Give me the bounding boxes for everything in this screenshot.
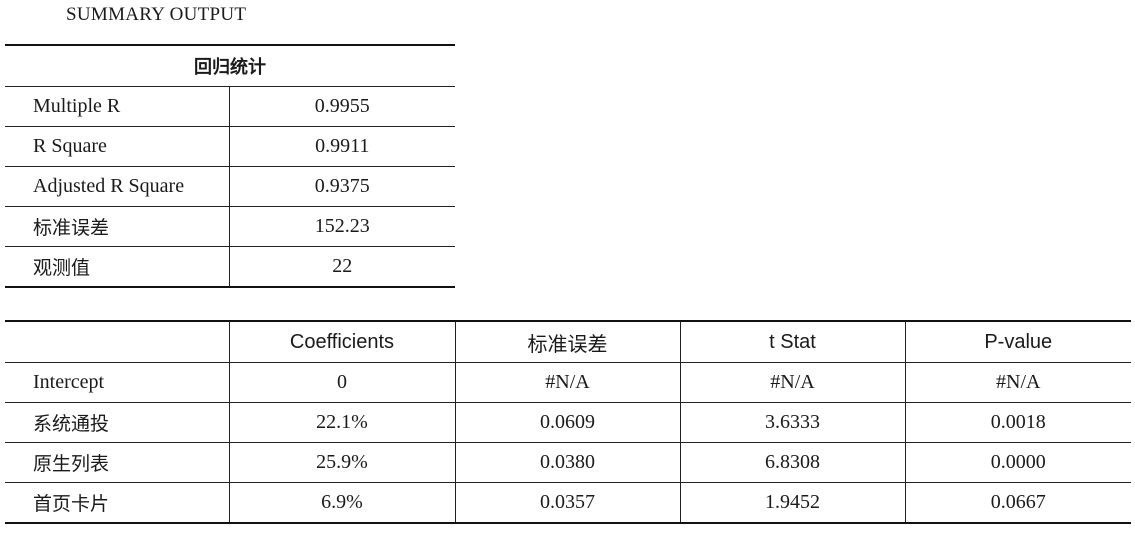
stat-label-observations: 观测值 xyxy=(5,246,230,288)
regression-statistics-table: 回归统计 Multiple R 0.9955 R Square 0.9911 A… xyxy=(5,44,455,288)
t-stat-cell: #N/A xyxy=(679,362,905,403)
stat-label-standard-error: 标准误差 xyxy=(5,206,230,247)
table-row: Adjusted R Square 0.9375 xyxy=(5,166,455,207)
stat-value-multiple-r: 0.9955 xyxy=(229,86,455,127)
row-label: 首页卡片 xyxy=(5,482,229,524)
table-row: 系统通投 22.1% 0.0609 3.6333 0.0018 xyxy=(5,402,1131,443)
coefficient-cell: 6.9% xyxy=(228,482,455,524)
regression-statistics-header-row: 回归统计 xyxy=(5,44,455,87)
header-cell-variable xyxy=(5,320,229,363)
row-label: 原生列表 xyxy=(5,442,229,483)
stat-value-r-square: 0.9911 xyxy=(229,126,455,167)
stat-label-adjusted-r-square: Adjusted R Square xyxy=(5,166,230,207)
table-row: Multiple R 0.9955 xyxy=(5,86,455,127)
coefficients-header-row: Coefficients 标准误差 t Stat P-value xyxy=(5,320,1131,363)
t-stat-cell: 1.9452 xyxy=(679,482,905,524)
stat-value-standard-error: 152.23 xyxy=(229,206,455,247)
header-cell-p-value: P-value xyxy=(904,320,1131,363)
standard-error-cell: 0.0380 xyxy=(454,442,680,483)
table-row: R Square 0.9911 xyxy=(5,126,455,167)
p-value-cell: #N/A xyxy=(904,362,1131,403)
t-stat-cell: 6.8308 xyxy=(679,442,905,483)
standard-error-cell: 0.0357 xyxy=(454,482,680,524)
table-row: 首页卡片 6.9% 0.0357 1.9452 0.0667 xyxy=(5,482,1131,524)
regression-statistics-header: 回归统计 xyxy=(5,44,455,87)
header-cell-coefficients: Coefficients xyxy=(228,320,455,363)
p-value-cell: 0.0667 xyxy=(904,482,1131,524)
table-row: 观测值 22 xyxy=(5,246,455,288)
stat-label-r-square: R Square xyxy=(5,126,230,167)
p-value-cell: 0.0000 xyxy=(904,442,1131,483)
coefficient-cell: 25.9% xyxy=(228,442,455,483)
row-label: Intercept xyxy=(5,362,229,403)
coefficient-cell: 0 xyxy=(228,362,455,403)
header-cell-t-stat: t Stat xyxy=(679,320,905,363)
t-stat-cell: 3.6333 xyxy=(679,402,905,443)
table-row: 标准误差 152.23 xyxy=(5,206,455,247)
coefficients-table: Coefficients 标准误差 t Stat P-value Interce… xyxy=(5,320,1131,524)
standard-error-cell: #N/A xyxy=(454,362,680,403)
summary-output-title: SUMMARY OUTPUT xyxy=(66,4,247,25)
header-cell-standard-error: 标准误差 xyxy=(454,320,680,363)
table-row: Intercept 0 #N/A #N/A #N/A xyxy=(5,362,1131,403)
p-value-cell: 0.0018 xyxy=(904,402,1131,443)
stat-value-adjusted-r-square: 0.9375 xyxy=(229,166,455,207)
stat-label-multiple-r: Multiple R xyxy=(5,86,230,127)
stat-value-observations: 22 xyxy=(229,246,455,288)
row-label: 系统通投 xyxy=(5,402,229,443)
table-row: 原生列表 25.9% 0.0380 6.8308 0.0000 xyxy=(5,442,1131,483)
standard-error-cell: 0.0609 xyxy=(454,402,680,443)
coefficient-cell: 22.1% xyxy=(228,402,455,443)
